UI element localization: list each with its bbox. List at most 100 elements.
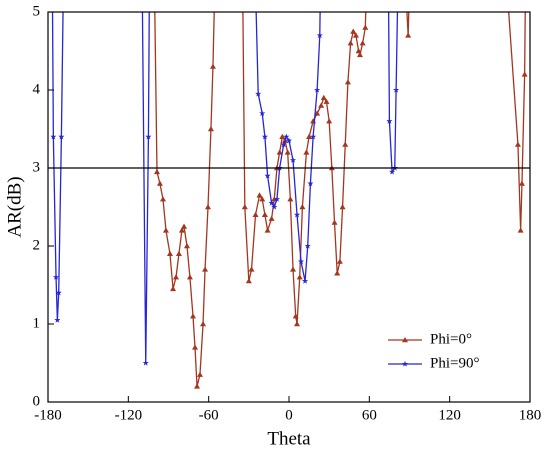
- data-point: [170, 285, 177, 292]
- data-point: [58, 133, 65, 140]
- data-point: [303, 149, 310, 155]
- data-point: [264, 172, 271, 179]
- data-point: [202, 266, 209, 272]
- data-point: [256, 192, 263, 198]
- legend-label: Phi=0°: [430, 331, 472, 347]
- y-tick-label: 0: [33, 393, 41, 409]
- data-point: [178, 227, 185, 233]
- data-point: [307, 180, 314, 187]
- data-point: [336, 258, 343, 264]
- data-point: [294, 321, 301, 327]
- legend-marker: [402, 337, 408, 343]
- data-point: [355, 48, 362, 54]
- data-point: [192, 344, 199, 350]
- data-point: [304, 242, 311, 249]
- data-point: [518, 180, 525, 186]
- data-point: [344, 79, 351, 85]
- data-point: [190, 313, 197, 319]
- data-point: [302, 277, 309, 284]
- data-point: [316, 32, 323, 38]
- data-point: [52, 274, 60, 280]
- plot-area: [50, 12, 528, 389]
- data-point: [356, 51, 363, 58]
- data-point: [271, 203, 278, 210]
- data-point: [306, 133, 313, 139]
- data-point: [209, 63, 216, 69]
- data-point: [160, 196, 167, 202]
- data-point: [292, 313, 299, 319]
- data-point: [293, 211, 301, 218]
- data-point: [318, 102, 325, 108]
- data-point: [359, 40, 366, 46]
- data-point: [280, 141, 287, 148]
- data-point: [299, 204, 306, 210]
- data-point: [261, 211, 268, 217]
- y-tick-label: 3: [33, 159, 41, 175]
- data-point: [245, 278, 252, 284]
- x-tick-label: -120: [115, 407, 143, 423]
- data-point: [207, 126, 214, 132]
- data-point: [200, 321, 207, 327]
- data-point: [264, 227, 271, 233]
- data-point: [517, 227, 524, 233]
- legend-label: Phi=90°: [430, 355, 479, 371]
- data-point: [350, 28, 357, 34]
- data-point: [310, 133, 317, 140]
- data-point: [284, 149, 291, 155]
- data-point: [314, 86, 321, 93]
- data-point: [183, 243, 190, 249]
- data-point: [323, 98, 330, 104]
- data-point: [289, 157, 297, 163]
- data-point: [334, 270, 341, 276]
- data-point: [405, 32, 412, 38]
- x-tick-label: 60: [362, 407, 377, 423]
- data-point: [259, 110, 266, 116]
- x-tick-label: 0: [285, 407, 293, 423]
- x-tick-label: -60: [199, 407, 219, 423]
- y-tick-label: 4: [33, 81, 41, 97]
- x-tick-label: -180: [34, 407, 62, 423]
- data-point: [386, 118, 393, 124]
- y-axis-title: AR(dB): [4, 176, 25, 237]
- data-point: [285, 137, 293, 144]
- data-point: [352, 32, 359, 38]
- data-point: [268, 215, 275, 221]
- data-point: [259, 196, 266, 202]
- data-point: [252, 211, 259, 217]
- data-point: [268, 199, 275, 206]
- data-point: [194, 383, 201, 389]
- data-point: [521, 71, 528, 77]
- data-point: [298, 258, 305, 265]
- y-tick-label: 1: [33, 315, 41, 331]
- data-point: [393, 86, 400, 93]
- y-tick-label: 2: [33, 237, 41, 253]
- data-point: [339, 204, 346, 210]
- data-point: [241, 204, 248, 210]
- data-point: [347, 40, 354, 46]
- x-axis-title: Theta: [267, 428, 311, 449]
- data-point: [290, 266, 297, 272]
- legend-marker: [401, 360, 409, 367]
- x-tick-label: 120: [438, 407, 461, 423]
- data-point: [204, 204, 211, 210]
- data-point: [279, 133, 286, 139]
- data-point: [54, 316, 61, 323]
- data-point: [175, 250, 182, 256]
- series-line: [154, 12, 526, 387]
- y-tick-label: 5: [33, 3, 41, 19]
- data-point: [287, 196, 294, 202]
- data-point: [50, 133, 57, 140]
- data-point: [389, 168, 396, 175]
- data-point: [248, 266, 255, 272]
- data-point: [362, 24, 369, 30]
- data-point: [255, 90, 262, 97]
- data-point: [186, 274, 193, 280]
- data-point: [156, 180, 163, 186]
- data-point: [283, 133, 290, 140]
- data-point: [196, 371, 203, 377]
- data-point: [162, 227, 169, 233]
- data-point: [261, 133, 268, 140]
- data-point: [181, 223, 188, 229]
- data-point: [55, 289, 62, 296]
